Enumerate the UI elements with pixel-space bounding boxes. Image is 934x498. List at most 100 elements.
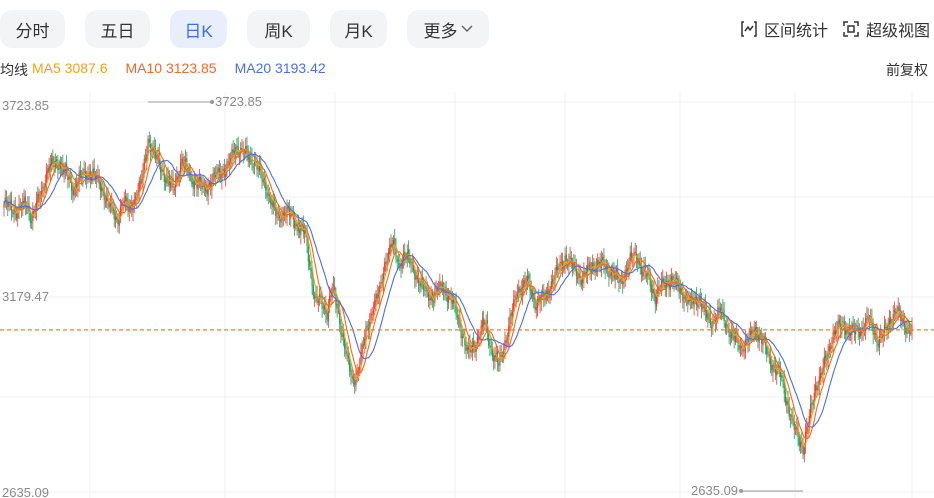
candle-body xyxy=(610,268,613,276)
candle-body xyxy=(50,157,53,166)
candle-body xyxy=(102,188,104,191)
tab-label: 更多 xyxy=(423,21,458,41)
candle-body xyxy=(657,286,659,296)
candle-body xyxy=(134,196,137,199)
candle-body xyxy=(340,323,342,336)
tab-weekly-k[interactable]: 周K xyxy=(247,10,310,48)
candle-body xyxy=(698,295,700,303)
candle-body xyxy=(692,298,694,305)
min-price-label: 2635.09 xyxy=(691,483,738,498)
candle-body xyxy=(376,293,378,299)
legend-ma20: MA20 3193.42 xyxy=(234,60,326,76)
candle-body xyxy=(30,221,33,223)
candle-body xyxy=(415,277,417,279)
candle-body xyxy=(424,289,426,291)
super-view-button[interactable]: 超级视图 xyxy=(842,17,930,41)
candle-body xyxy=(461,336,463,339)
candle-body xyxy=(703,303,705,309)
candle-body xyxy=(842,320,844,323)
candle-body xyxy=(897,306,899,312)
candle-body xyxy=(422,281,425,290)
candle-body xyxy=(366,325,368,328)
candle-body xyxy=(416,275,418,280)
candle-body xyxy=(870,316,872,318)
candle-body xyxy=(734,335,737,342)
candle-body xyxy=(400,264,402,269)
candle-body xyxy=(509,315,511,328)
candle-body xyxy=(577,277,579,279)
candle-body xyxy=(205,185,207,192)
candle-body xyxy=(821,372,823,375)
candle-body xyxy=(123,200,125,203)
candle-body xyxy=(828,345,830,352)
candle-body xyxy=(812,403,814,405)
candle-body xyxy=(776,371,778,376)
candle-body xyxy=(223,168,226,175)
candle-body xyxy=(464,337,466,346)
candle-body xyxy=(481,320,484,328)
tab-daily-k[interactable]: 日K xyxy=(170,10,227,48)
tab-monthly-k[interactable]: 月K xyxy=(330,10,387,48)
candle-body xyxy=(714,320,716,324)
candle-body xyxy=(590,270,592,274)
candle-body xyxy=(146,154,148,162)
candle-body xyxy=(508,326,510,340)
candle-body xyxy=(724,323,726,328)
candle-body xyxy=(652,288,654,294)
candle-body xyxy=(389,244,391,255)
super-view-label: 超级视图 xyxy=(865,23,930,40)
candle-body xyxy=(644,264,646,273)
candle-body xyxy=(208,183,210,186)
candle-body xyxy=(767,352,769,354)
candle-body xyxy=(185,158,187,163)
tab-intraday[interactable]: 分时 xyxy=(0,10,65,48)
kline-chart[interactable]: 3723.85 3179.47 2635.09 3723.85 2635.09 xyxy=(0,92,934,498)
candle-body xyxy=(766,346,768,355)
adjust-selector[interactable]: 前复权 xyxy=(886,62,928,78)
candle-body xyxy=(801,440,803,445)
candle-body xyxy=(569,256,571,260)
candle-body xyxy=(411,262,413,264)
candle-body xyxy=(212,172,214,182)
candle-body xyxy=(867,316,869,320)
candle-body xyxy=(228,162,231,166)
candle-body xyxy=(113,209,115,219)
candle-body xyxy=(359,366,361,372)
candle-body xyxy=(679,287,681,294)
candle-body xyxy=(339,309,341,324)
candle-body xyxy=(483,318,485,326)
candle-body xyxy=(713,319,715,321)
candle-body xyxy=(908,327,911,334)
candle-body xyxy=(96,175,98,179)
candle-body xyxy=(118,219,120,226)
candle-body xyxy=(66,163,68,174)
candle-body xyxy=(910,332,912,334)
candle-body xyxy=(653,289,655,295)
candle-body xyxy=(895,311,897,314)
candle-body xyxy=(813,392,815,406)
candle-body xyxy=(99,182,102,191)
candle-body xyxy=(807,426,809,428)
candle-body xyxy=(162,169,164,172)
candle-body xyxy=(806,426,808,434)
candle-body xyxy=(93,167,95,174)
tab-more[interactable]: 更多 xyxy=(407,10,489,48)
tab-five-day[interactable]: 五日 xyxy=(85,10,150,48)
candle-body xyxy=(347,353,350,358)
candle-body xyxy=(232,149,234,153)
candle-body xyxy=(12,212,14,214)
candle-body xyxy=(336,303,338,309)
candle-body xyxy=(729,335,731,337)
candle-body xyxy=(13,208,15,215)
range-stats-button[interactable]: 区间统计 xyxy=(740,17,828,41)
candle-body xyxy=(694,297,696,299)
candle-body xyxy=(440,283,442,285)
candle-body xyxy=(396,259,398,262)
candle-body xyxy=(833,330,835,335)
candle-body xyxy=(771,365,773,371)
candle-body xyxy=(203,184,205,187)
candle-body xyxy=(3,203,5,208)
candle-body xyxy=(702,306,704,308)
candle-body xyxy=(256,161,258,170)
candle-body xyxy=(81,177,83,179)
